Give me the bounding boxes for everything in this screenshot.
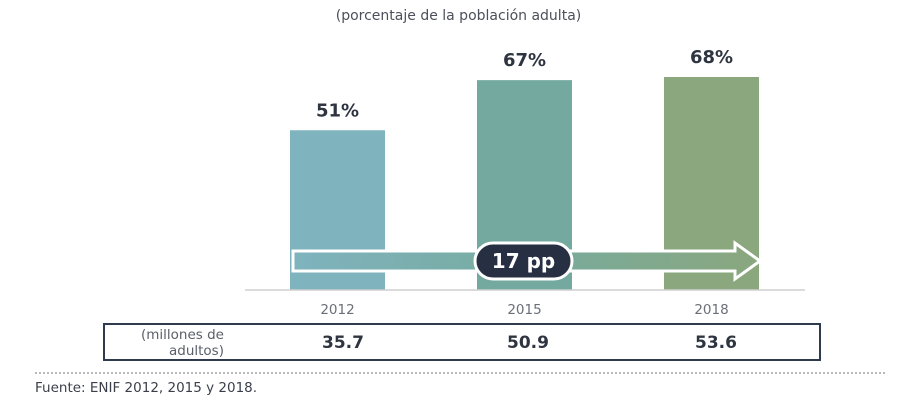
chart-subtitle: (porcentaje de la población adulta) [335,8,582,24]
value-label-2018: 68% [690,47,733,68]
divider [35,372,885,374]
x-tick-2018: 2018 [694,302,728,318]
table-value-2018: 53.6 [695,333,737,353]
x-tick-2015: 2015 [507,302,541,318]
bar-chart: 51% 67% 68% 17 pp 2012 2015 2018 [245,47,805,318]
value-label-2015: 67% [503,50,546,71]
table-value-2012: 35.7 [322,333,364,353]
growth-badge [473,241,574,281]
adults-table: (millones de adultos) 35.7 50.9 53.6 [103,323,821,361]
table-row-label: (millones de adultos) [141,327,224,359]
value-label-2012: 51% [316,100,359,121]
growth-annotation: 17 pp [492,249,555,273]
x-tick-2012: 2012 [320,302,354,318]
table-value-2015: 50.9 [507,333,549,353]
source-note: Fuente: ENIF 2012, 2015 y 2018. [35,380,258,396]
